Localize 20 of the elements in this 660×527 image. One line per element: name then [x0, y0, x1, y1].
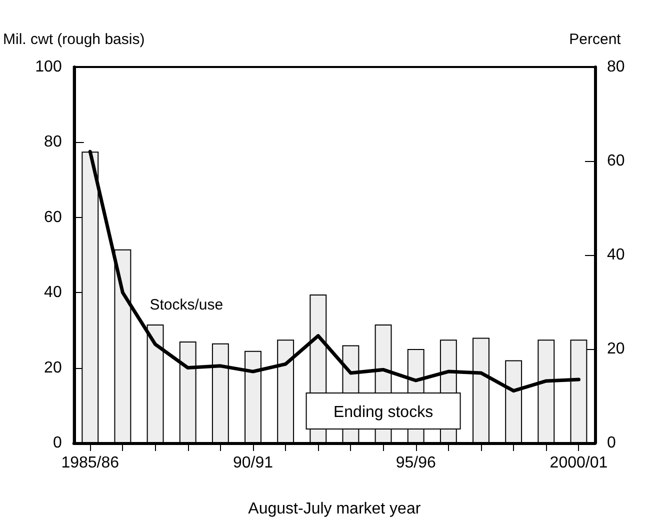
y2-tick-label: 80 — [607, 58, 625, 76]
x-axis-title: August-July market year — [248, 500, 422, 518]
y-tick-label: 40 — [44, 284, 62, 302]
series-label: Ending stocks — [333, 404, 434, 421]
y2-tick-label: 0 — [607, 434, 616, 452]
y-tick-label: 20 — [44, 359, 62, 376]
y2-tick-label: 20 — [607, 340, 625, 358]
y2-axis-title: Percent — [569, 31, 622, 48]
x-tick-label: 95/96 — [396, 454, 436, 472]
y-tick-label: 60 — [44, 208, 62, 226]
series-label: Stocks/use — [150, 296, 224, 314]
y-axis-title: Mil. cwt (rough basis) — [3, 31, 145, 48]
x-tick-label: 2000/01 — [550, 454, 608, 472]
y-tick-label: 100 — [35, 58, 62, 76]
y2-tick-label: 40 — [607, 246, 625, 264]
y-tick-label: 0 — [52, 434, 62, 452]
x-tick-label: 1985/86 — [61, 454, 120, 472]
x-tick-label: 90/91 — [232, 454, 274, 472]
y-tick-label: 80 — [44, 134, 62, 151]
y2-tick-label: 60 — [607, 152, 625, 170]
